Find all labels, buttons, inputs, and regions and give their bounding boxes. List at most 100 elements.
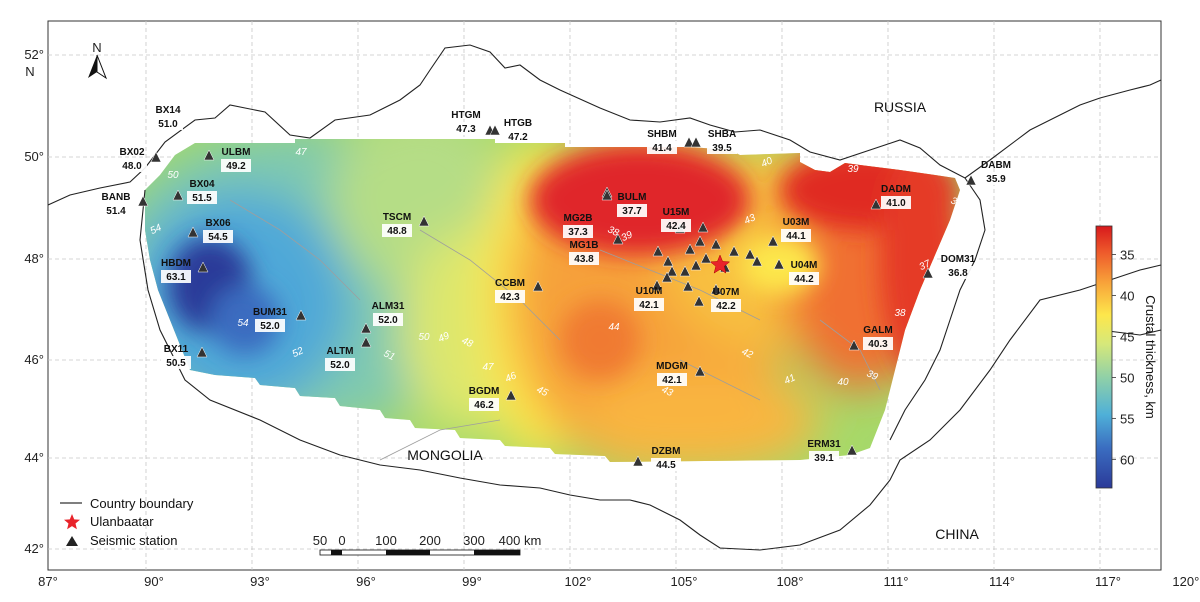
lon-tick-label: 90° xyxy=(144,574,164,589)
station-code: SHBA xyxy=(708,129,736,140)
legend-boundary-label: Country boundary xyxy=(90,496,194,511)
lon-tick-label: 93° xyxy=(250,574,270,589)
station-value-box xyxy=(881,196,911,209)
station-thickness-value: 42.3 xyxy=(500,292,520,303)
station-thickness-value: 37.3 xyxy=(568,227,588,238)
station-code: HBDM xyxy=(161,258,191,269)
station-value-box xyxy=(221,159,251,172)
ulanbaatar-star-icon xyxy=(709,254,731,274)
station-triangle-icon xyxy=(651,279,663,291)
station-value-box xyxy=(161,356,191,369)
station-thickness-value: 51.4 xyxy=(106,206,126,217)
station-code: ERM31 xyxy=(807,439,841,450)
station-code: DOM31 xyxy=(941,254,976,265)
station-triangle-icon xyxy=(532,280,544,292)
station-code: MG1B xyxy=(570,240,599,251)
station-thickness-value: 43.8 xyxy=(574,254,594,265)
station-triangle-icon xyxy=(203,149,215,161)
lat-tick-label: 46° xyxy=(24,352,44,367)
contour-label: 48 xyxy=(460,335,475,350)
station-value-box xyxy=(634,298,664,311)
station-value-box xyxy=(187,191,217,204)
station-value-box xyxy=(255,319,285,332)
station-triangle-icon xyxy=(295,309,307,321)
station-code: SHBM xyxy=(647,129,676,140)
country-label-russia: RUSSIA xyxy=(874,99,927,115)
station-code: BANB xyxy=(102,192,131,203)
station-tscm: TSCM 48.8 xyxy=(382,212,430,237)
station-triangle-icon xyxy=(694,235,706,247)
station-shba: SHBA 39.5 xyxy=(690,129,737,154)
station-alm31: ALM31 52.0 xyxy=(360,301,405,334)
station-code: BX06 xyxy=(205,218,230,229)
country-boundaries xyxy=(47,44,1162,551)
station-code: BX04 xyxy=(189,179,214,190)
lon-tick-label: 108° xyxy=(777,574,804,589)
station-galm: GALM 40.3 xyxy=(848,325,893,351)
contour-label: 54 xyxy=(149,222,164,237)
seismic-stations: BX14 51.0 BX02 48.0 ULBM 49.2 BX04 51.5 BANB 51.4… xyxy=(101,105,1011,471)
station-thickness-value: 41.0 xyxy=(886,198,906,209)
colorbar-tick-label: 35 xyxy=(1120,248,1134,263)
station-value-box xyxy=(153,117,183,130)
station-code: ALM31 xyxy=(372,301,405,312)
station-dadm: DADM 41.0 xyxy=(870,184,911,210)
station-triangle-icon xyxy=(652,245,664,257)
station-thickness-value: 42.2 xyxy=(716,301,736,312)
station-thickness-value: 41.4 xyxy=(652,143,672,154)
contour-label: 43 xyxy=(660,384,675,399)
scale-label: 300 xyxy=(463,533,485,548)
station-u15m: U15M 42.4 xyxy=(661,207,709,233)
lat-tick-label: 52° xyxy=(24,47,44,62)
north-arrow-label: N xyxy=(92,40,101,55)
station-bx06: BX06 54.5 xyxy=(187,218,233,243)
contour-label: 44 xyxy=(608,322,620,333)
contour-label: 40 xyxy=(760,155,775,170)
lon-tick-label: 105° xyxy=(671,574,698,589)
colorbar-tick-label: 50 xyxy=(1120,370,1134,385)
station-mg2b: MG2B 37.3 xyxy=(563,189,613,238)
station-triangle-icon xyxy=(697,221,709,233)
station-value-box xyxy=(382,224,412,237)
station-value-box xyxy=(789,272,819,285)
station-htgm: HTGM 47.3 xyxy=(451,110,496,136)
station-triangle-icon xyxy=(137,195,149,207)
lon-tick-label: 114° xyxy=(989,574,1015,589)
station-code: HTGB xyxy=(504,118,532,129)
station-triangle-icon xyxy=(848,339,860,351)
station-code: HTGM xyxy=(451,110,480,121)
colorbar-ticks: 35 40 45 50 55 60 xyxy=(1112,248,1134,467)
station-triangle-icon xyxy=(679,265,691,277)
station-bx11: BX11 50.5 xyxy=(161,344,208,369)
colorbar-tick-label: 55 xyxy=(1120,411,1134,426)
contour-label: 39 xyxy=(847,164,859,175)
lon-tick-label: 117° xyxy=(1095,574,1121,589)
station-thickness-value: 52.0 xyxy=(330,360,350,371)
station-value-box xyxy=(981,172,1011,185)
station-code: BUM31 xyxy=(253,307,287,318)
station-bx04: BX04 51.5 xyxy=(172,179,217,204)
station-triangle-icon xyxy=(744,248,756,260)
station-value-box xyxy=(661,219,691,232)
station-triangle-icon xyxy=(661,271,673,283)
station-triangle-icon xyxy=(870,198,882,210)
station-triangle-icon xyxy=(632,455,644,467)
station-triangle-icon xyxy=(690,259,702,271)
legend-station-triangle-icon xyxy=(66,536,78,546)
station-triangle-icon xyxy=(767,235,779,247)
station-thickness-value: 44.1 xyxy=(786,231,806,242)
colorbar-tick-label: 40 xyxy=(1120,289,1134,304)
station-code: U04M xyxy=(791,260,818,271)
station-thickness-value: 63.1 xyxy=(166,272,186,283)
north-arrow-left-icon xyxy=(88,55,97,78)
station-code: U15M xyxy=(663,207,690,218)
north-arrow: N xyxy=(88,40,108,80)
station-triangle-icon xyxy=(751,255,763,267)
station-value-box xyxy=(203,230,233,243)
station-triangle-icon xyxy=(683,136,695,148)
station-triangle-icon xyxy=(965,174,977,186)
contour-label: 50 xyxy=(418,332,430,343)
station-value-box xyxy=(503,130,533,143)
station-value-box xyxy=(325,358,355,371)
station-dabm: DABM 35.9 xyxy=(965,160,1011,186)
